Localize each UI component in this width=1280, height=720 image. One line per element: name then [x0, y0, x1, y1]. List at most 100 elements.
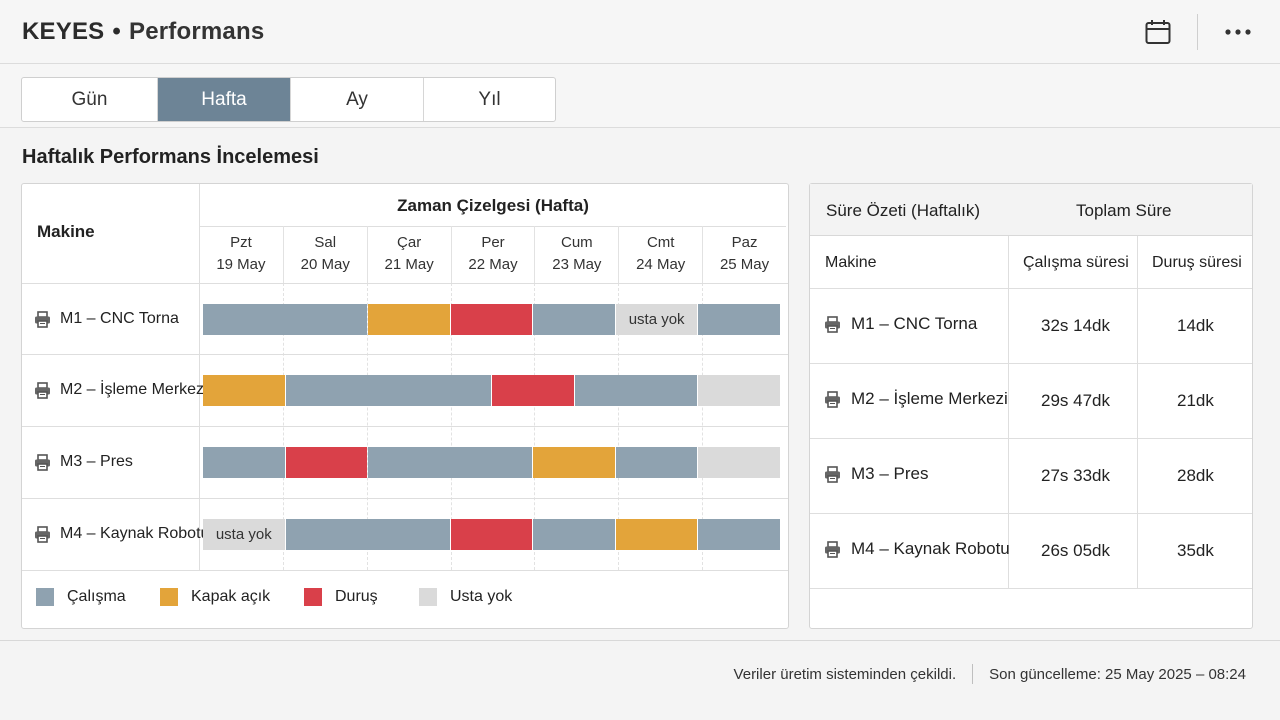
footer: Veriler üretim sisteminden çekildi. Son … [734, 664, 1246, 684]
machine-icon [824, 465, 841, 483]
timeline-segment-calisma[interactable] [533, 519, 615, 550]
day-header: Cum 23 May [534, 226, 618, 283]
day-name: Pzt [230, 234, 252, 251]
day-date: 19 May [216, 256, 266, 273]
summary-row-divider [810, 588, 1252, 589]
timeline-segment-calisma[interactable] [368, 447, 533, 478]
calendar-icon [1145, 20, 1171, 44]
timeline-segment-durus[interactable] [285, 447, 368, 478]
summary-col-machine: Makine [825, 254, 877, 271]
day-header: Pzt 19 May [199, 226, 283, 283]
timeline-segment-kapak[interactable] [533, 447, 615, 478]
timeline-segment-usta[interactable]: usta yok [203, 519, 285, 550]
section-title: Haftalık Performans İncelemesi [22, 146, 319, 168]
row-divider [22, 354, 788, 355]
machine-name: M2 – İşleme Merkezi [60, 381, 208, 398]
timeline-segment-calisma[interactable] [698, 304, 780, 335]
tab-ay[interactable]: Ay [291, 78, 424, 121]
legend-swatch [36, 588, 54, 606]
tab-yil[interactable]: Yıl [478, 88, 501, 110]
summary-col-divider [1137, 236, 1138, 588]
period-tabbar: Gün Hafta Ay Yıl [0, 64, 1280, 128]
timeline-segment-calisma[interactable] [698, 519, 780, 550]
summary-work-time: 26s 05dk [1041, 541, 1110, 560]
day-header: Paz 25 May [702, 226, 786, 283]
summary-row-divider [810, 513, 1252, 514]
header-divider [1197, 14, 1198, 50]
timeline-segment-kapak[interactable] [615, 519, 698, 550]
legend-label: Usta yok [450, 588, 513, 605]
legend-item: Çalışma [36, 588, 126, 606]
timeline-segment-calisma[interactable] [203, 447, 285, 478]
summary-header: Süre Özeti (Haftalık) Toplam Süre [810, 184, 1252, 236]
row-divider [22, 498, 788, 499]
day-name: Sal [314, 234, 337, 251]
more-options-button[interactable] [1220, 14, 1256, 50]
summary-machine-label: M4 – Kaynak Robotu [824, 539, 1010, 559]
timeline-segment-usta[interactable] [698, 447, 780, 478]
timeline-segment-durus[interactable] [492, 375, 574, 406]
page-name: Performans [128, 18, 265, 45]
brand-name: KEYES [22, 18, 105, 45]
summary-machine-name: M2 – İşleme Merkezi [851, 389, 1008, 408]
summary-machine-label: M2 – İşleme Merkezi [824, 389, 1008, 409]
app-header: KEYES • Performans [0, 0, 1280, 64]
row-divider [22, 426, 788, 427]
summary-header-line [810, 288, 1252, 289]
day-header: Per 22 May [450, 226, 535, 283]
day-date: 21 May [384, 256, 434, 273]
tab-hafta[interactable]: Hafta [158, 78, 291, 121]
summary-col-work: Çalışma süresi [1023, 254, 1129, 271]
footer-divider [0, 640, 1280, 641]
timeline-segment-durus[interactable] [450, 304, 533, 335]
machine-name: M3 – Pres [60, 453, 133, 470]
app-title: KEYES • Performans [22, 18, 264, 46]
day-date: 22 May [468, 256, 518, 273]
segment-label: usta yok [215, 526, 272, 543]
day-header: Sal 20 May [282, 226, 367, 283]
period-tabs: Gün Hafta Ay Yıl [21, 77, 556, 122]
legend-label: Çalışma [67, 588, 126, 605]
calendar-button[interactable] [1140, 14, 1176, 50]
summary-row-divider [810, 438, 1252, 439]
machine-name: M4 – Kaynak Robotu [60, 525, 210, 542]
machine-icon [824, 315, 841, 333]
machine-icon [34, 525, 51, 543]
timeline-segment-calisma[interactable] [285, 375, 491, 406]
summary-work-time: 29s 47dk [1041, 391, 1110, 410]
timeline-segment-usta[interactable]: usta yok [615, 304, 698, 335]
day-name: Cum [561, 234, 593, 251]
title-separator: • [112, 18, 121, 45]
legend-label: Duruş [335, 588, 378, 605]
timeline-title: Zaman Çizelgesi (Hafta) [397, 196, 589, 215]
day-name: Cmt [646, 234, 675, 251]
timeline-segment-calisma[interactable] [574, 375, 698, 406]
timeline-header-line [199, 226, 786, 227]
timeline-segment-durus[interactable] [450, 519, 533, 550]
legend-item: Usta yok [419, 588, 512, 606]
summary-title: Süre Özeti (Haftalık) [826, 201, 980, 220]
legend-label: Kapak açık [191, 588, 271, 605]
legend-swatch [419, 588, 437, 606]
row-divider [22, 570, 788, 571]
summary-total-label: Toplam Süre [1076, 201, 1172, 220]
timeline-segment-kapak[interactable] [368, 304, 450, 335]
footer-separator [972, 664, 974, 684]
machine-icon [34, 453, 51, 471]
day-date: 25 May [719, 256, 770, 273]
timeline-segment-calisma[interactable] [533, 304, 615, 335]
timeline-segment-calisma[interactable] [285, 519, 450, 550]
timeline-segment-calisma[interactable] [203, 304, 368, 335]
timeline-segment-kapak[interactable] [203, 375, 285, 406]
day-name: Çar [397, 234, 422, 251]
timeline-segment-usta[interactable] [698, 375, 780, 406]
day-header: Çar 21 May [366, 226, 451, 283]
summary-machine-name: M4 – Kaynak Robotu [851, 539, 1010, 558]
summary-machine-label: M3 – Pres [824, 464, 928, 484]
timeline-segment-calisma[interactable] [615, 447, 698, 478]
summary-machine-name: M3 – Pres [851, 464, 929, 483]
machine-label: M2 – İşleme Merkezi [34, 378, 208, 402]
summary-panel: Süre Özeti (Haftalık) Toplam Süre Makine… [809, 183, 1253, 629]
tab-gun[interactable]: Gün [22, 78, 158, 121]
legend-item: Kapak açık [160, 588, 270, 606]
